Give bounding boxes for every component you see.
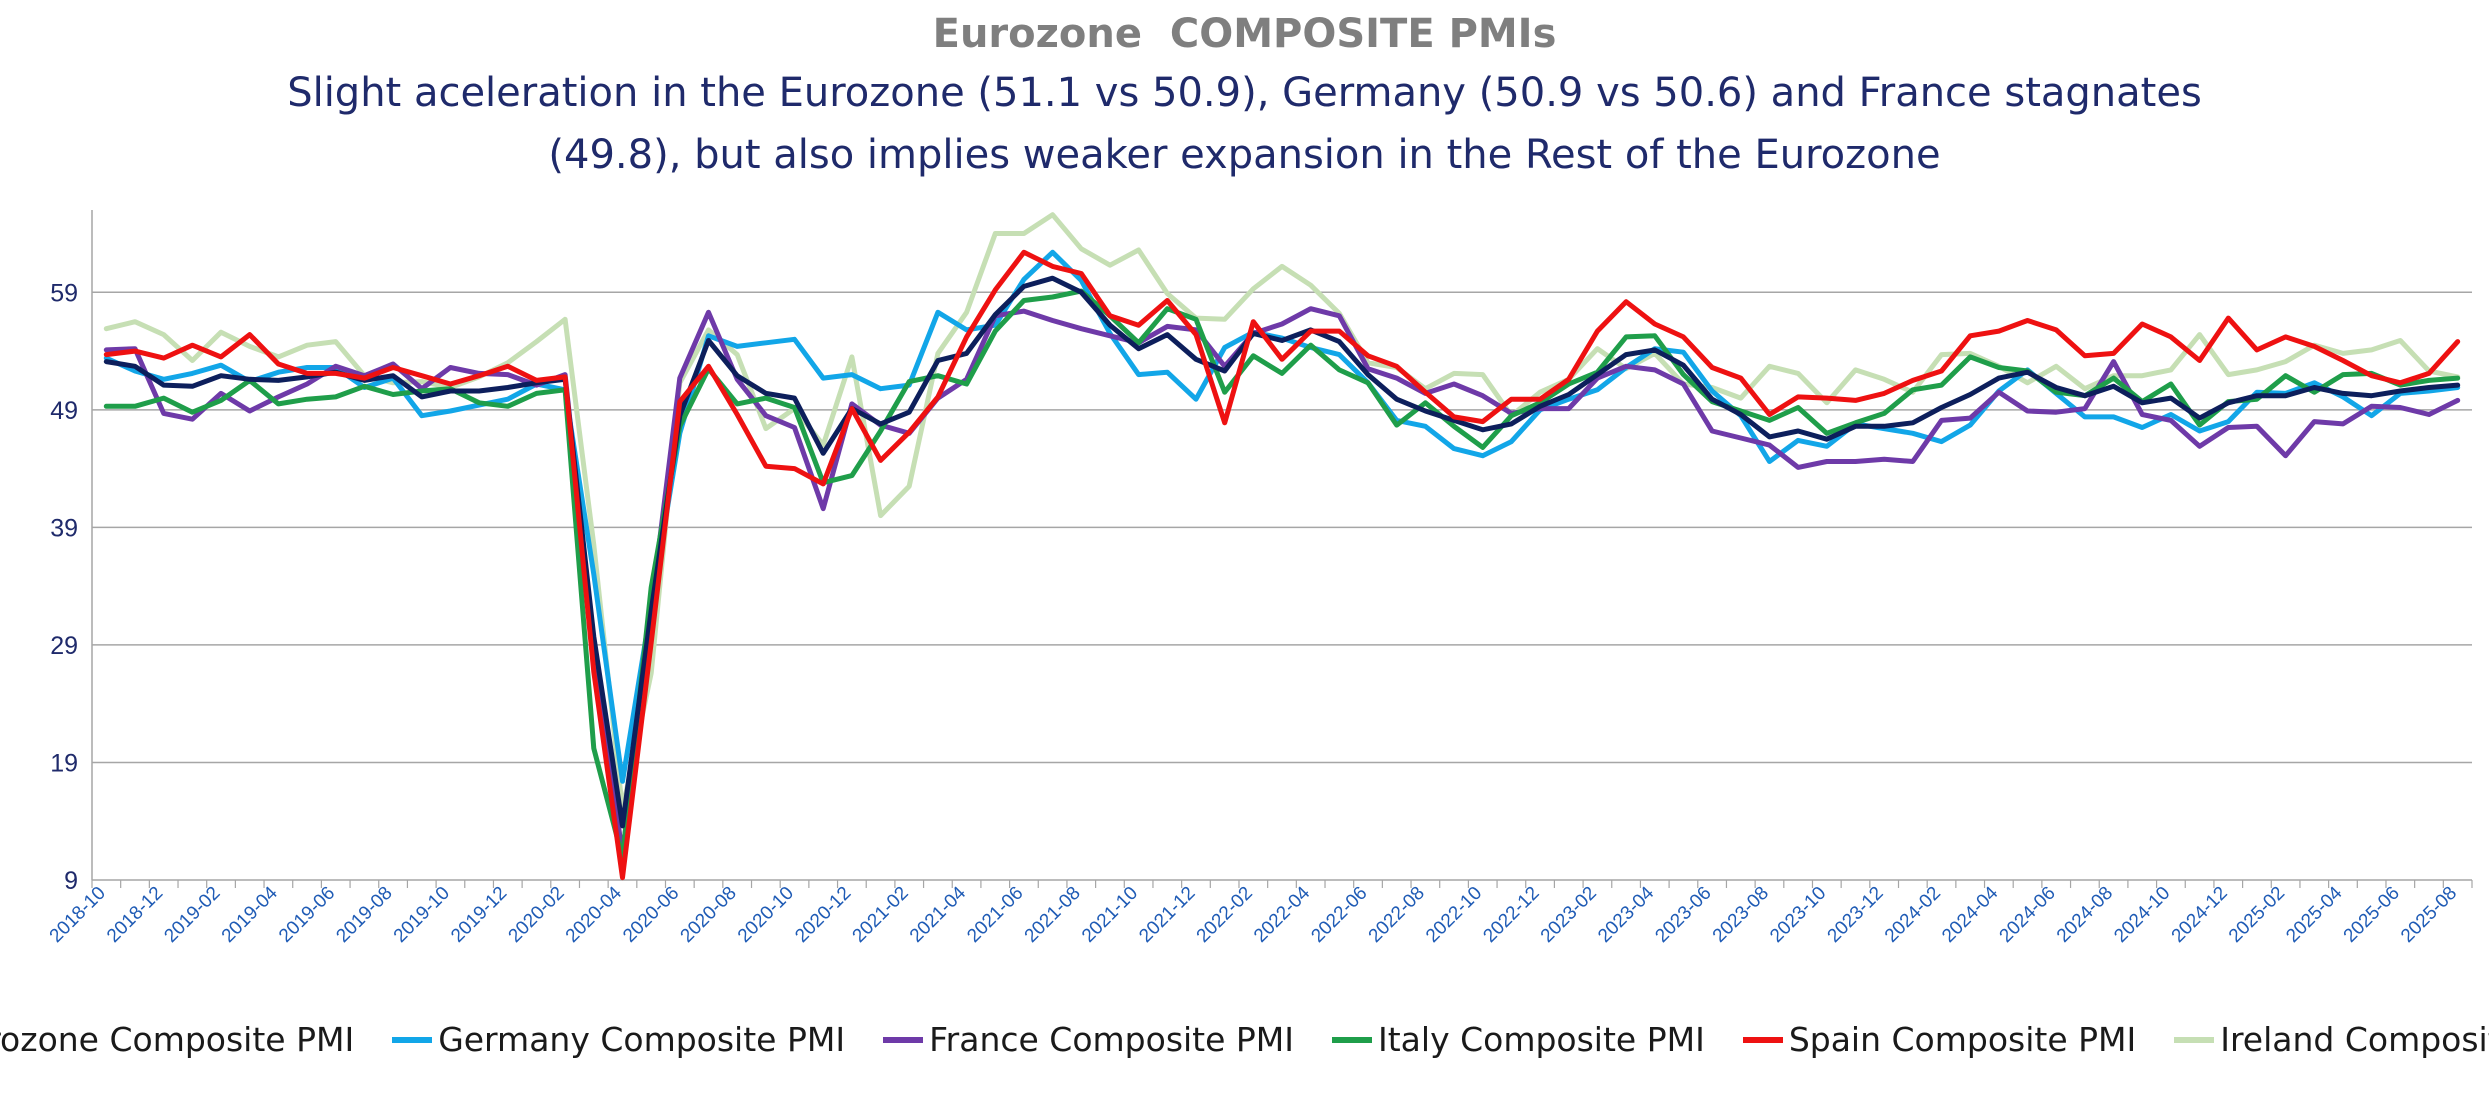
x-tick-label-2025-02: 2025-02	[2225, 883, 2289, 947]
x-tick-label-2023-06: 2023-06	[1651, 883, 1715, 947]
title-block: Eurozone COMPOSITE PMIs Slight acelerati…	[0, 6, 2489, 186]
x-tick-label-2023-12: 2023-12	[1824, 883, 1888, 947]
legend-swatch	[392, 1036, 433, 1043]
series-line-ireland-composite-pmi	[103, 212, 2461, 812]
legend-swatch	[2174, 1036, 2215, 1043]
x-tick-label-2024-12: 2024-12	[2168, 883, 2232, 947]
series-line-eurozone-composite-pmi	[103, 275, 2461, 829]
y-tick-label-29: 29	[50, 632, 78, 660]
x-tick-label-2025-06: 2025-06	[2340, 883, 2404, 947]
series-line-spain-composite-pmi	[103, 249, 2461, 881]
y-tick-label-9: 9	[64, 867, 78, 895]
x-tick-label-2022-12: 2022-12	[1479, 883, 1543, 947]
x-tick-label-2024-10: 2024-10	[2110, 883, 2174, 947]
y-tick-label-19: 19	[50, 749, 78, 777]
x-tick-label-2024-08: 2024-08	[2053, 883, 2117, 947]
x-tick-label-2019-12: 2019-12	[447, 883, 511, 947]
chart-title: Eurozone COMPOSITE PMIs	[932, 11, 1557, 57]
series-lines	[103, 212, 2461, 881]
x-tick-label-2019-04: 2019-04	[218, 882, 282, 946]
x-tick-label-2019-06: 2019-06	[275, 883, 339, 947]
series-line-germany-composite-pmi	[103, 249, 2461, 784]
series-line-italy-composite-pmi	[103, 288, 2461, 861]
x-tick-label-2020-04: 2020-04	[562, 882, 626, 946]
x-tick-label-2018-12: 2018-12	[103, 883, 167, 947]
legend-swatch	[883, 1036, 924, 1043]
x-tick-label-2022-10: 2022-10	[1422, 883, 1486, 947]
x-tick-label-2021-10: 2021-10	[1078, 883, 1142, 947]
x-tick-label-2024-02: 2024-02	[1881, 883, 1945, 947]
x-tick-label-2020-06: 2020-06	[619, 883, 683, 947]
y-tick-label-39: 39	[50, 514, 78, 542]
x-tick-label-2020-02: 2020-02	[505, 883, 569, 947]
y-tick-label-49: 49	[50, 397, 78, 425]
x-tick-label-2025-04: 2025-04	[2282, 882, 2346, 946]
legend-item-italy-composite-pmi: Italy Composite PMI	[1332, 1020, 1705, 1059]
legend-item-spain-composite-pmi: Spain Composite PMI	[1742, 1020, 2137, 1059]
x-tick-label-2021-02: 2021-02	[849, 883, 913, 947]
chart-subtitle: Slight aceleration in the Eurozone (51.1…	[287, 70, 2202, 178]
x-tick-label-2021-08: 2021-08	[1021, 883, 1085, 947]
x-tick-label-2023-02: 2023-02	[1537, 883, 1601, 947]
series-line-france-composite-pmi	[103, 306, 2461, 858]
legend-item-ireland-composite-pmi: Ireland Composite PMI	[2174, 1020, 2489, 1059]
legend-label: Italy Composite PMI	[1378, 1020, 1705, 1059]
x-tick-label-2021-06: 2021-06	[963, 883, 1027, 947]
legend-label: Germany Composite PMI	[438, 1020, 846, 1059]
legend-item-eurozone-composite-pmi: Eurozone Composite PMI	[0, 1020, 354, 1059]
x-tick-label-2023-08: 2023-08	[1709, 883, 1773, 947]
legend-swatch	[1742, 1036, 1783, 1043]
x-tick-label-2020-08: 2020-08	[677, 883, 741, 947]
y-axis-ticks: 9 19 29 39 49 59	[50, 279, 78, 895]
x-tick-label-2024-04: 2024-04	[1938, 882, 2002, 946]
x-tick-label-2023-10: 2023-10	[1766, 883, 1830, 947]
x-tick-label-2022-04: 2022-04	[1250, 882, 1314, 946]
x-tick-label-2020-12: 2020-12	[791, 883, 855, 947]
legend-label: Eurozone Composite PMI	[0, 1020, 355, 1059]
axes	[91, 210, 2472, 881]
chart-legend: Eurozone Composite PMI Germany Composite …	[0, 1020, 2489, 1059]
y-tick-label-59: 59	[50, 279, 78, 307]
x-tick-label-2019-10: 2019-10	[390, 883, 454, 947]
x-tick-label-2022-08: 2022-08	[1365, 883, 1429, 947]
x-tick-label-2022-06: 2022-06	[1307, 883, 1371, 947]
x-tick-label-2025-08: 2025-08	[2397, 883, 2461, 947]
legend-item-france-composite-pmi: France Composite PMI	[883, 1020, 1294, 1059]
legend-swatch	[1332, 1036, 1373, 1043]
x-tick-label-2024-06: 2024-06	[1996, 883, 2060, 947]
legend-label: France Composite PMI	[929, 1020, 1295, 1059]
x-axis-ticks: 2018-102018-122019-022019-042019-062019-…	[46, 880, 2473, 947]
x-tick-label-2019-08: 2019-08	[332, 883, 396, 947]
x-tick-label-2020-10: 2020-10	[734, 883, 798, 947]
x-tick-label-2021-12: 2021-12	[1135, 883, 1199, 947]
x-tick-label-2021-04: 2021-04	[906, 882, 970, 946]
legend-label: Spain Composite PMI	[1788, 1020, 2137, 1059]
x-tick-label-2019-02: 2019-02	[160, 883, 224, 947]
legend-label: Ireland Composite PMI	[2220, 1020, 2489, 1059]
x-tick-label-2023-04: 2023-04	[1594, 882, 1658, 946]
legend-item-germany-composite-pmi: Germany Composite PMI	[392, 1020, 845, 1059]
x-tick-label-2022-02: 2022-02	[1193, 883, 1257, 947]
